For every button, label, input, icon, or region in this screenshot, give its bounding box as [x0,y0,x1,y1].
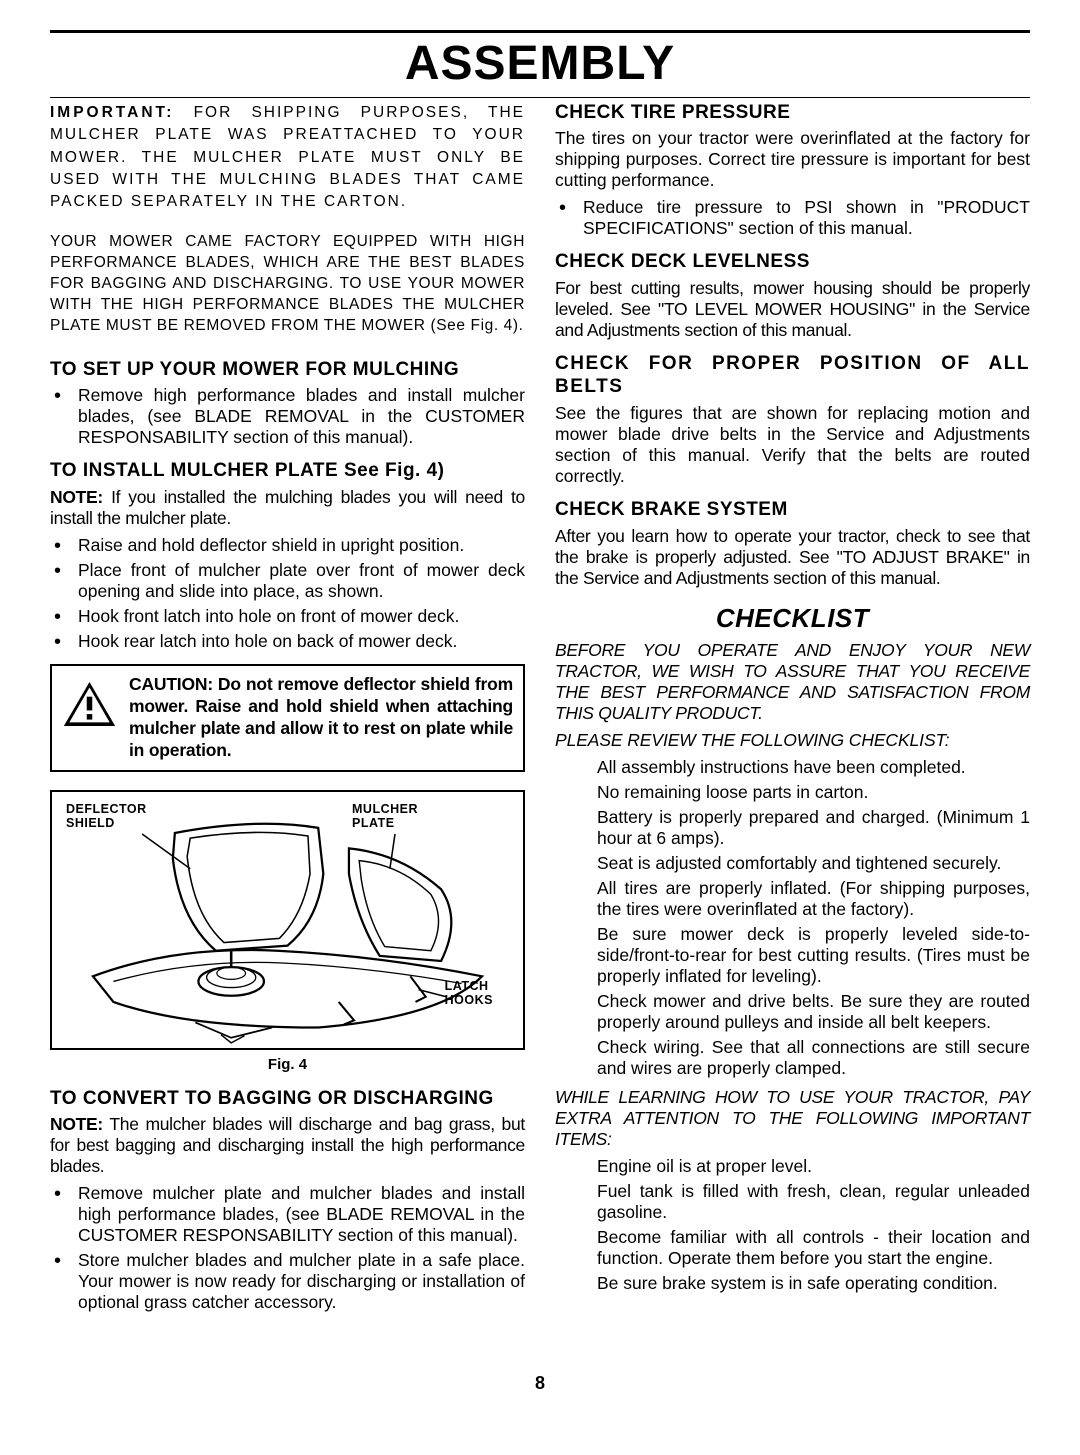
important-block: IMPORTANT: FOR SHIPPING PURPOSES, THE MU… [50,102,525,214]
belts-heading: CHECK FOR PROPER POSITION OF ALL BELTS [555,353,1030,399]
convert-heading: TO CONVERT TO BAGGING OR DISCHARGING [50,1088,525,1111]
checklist-review: PLEASE REVIEW THE FOLLOWING CHECKLIST: [555,730,1030,751]
list-item: Be sure mower deck is properly leveled s… [597,924,1030,987]
checklist-2: Engine oil is at proper level. Fuel tank… [555,1156,1030,1294]
list-item: Check mower and drive belts. Be sure the… [597,991,1030,1033]
belts-text: See the figures that are shown for repla… [555,403,1030,487]
brake-heading: CHECK BRAKE SYSTEM [555,499,1030,522]
list-item: Battery is properly prepared and charged… [597,807,1030,849]
page-number: 8 [50,1373,1030,1395]
install-list: Raise and hold deflector shield in uprig… [50,535,525,652]
setup-heading: TO SET UP YOUR MOWER FOR MULCHING [50,359,525,382]
info-block: YOUR MOWER CAME FACTORY EQUIPPED WITH HI… [50,232,525,337]
setup-list: Remove high performance blades and insta… [50,385,525,448]
deck-heading: CHECK DECK LEVELNESS [555,251,1030,274]
note-lead: NOTE: [50,487,103,507]
caution-box: CAUTION: Do not remove deflector shield … [50,664,525,772]
list-item: No remaining loose parts in carton. [597,782,1030,803]
list-item: Remove high performance blades and insta… [78,385,525,448]
figure-box: DEFLECTORSHIELD MULCHERPLATE LATCHHOOKS [50,790,525,1050]
list-item: Hook rear latch into hole on back of mow… [78,631,525,652]
convert-list: Remove mulcher plate and mulcher blades … [50,1183,525,1313]
right-column: CHECK TIRE PRESSURE The tires on your tr… [555,102,1030,1324]
list-item: Become familiar with all controls - thei… [597,1227,1030,1269]
list-item: Remove mulcher plate and mulcher blades … [78,1183,525,1246]
list-item: All assembly instructions have been comp… [597,757,1030,778]
brake-text: After you learn how to operate your trac… [555,526,1030,589]
note-text: If you installed the mulching blades you… [50,487,525,528]
install-heading: TO INSTALL MULCHER PLATE See Fig. 4) [50,460,525,483]
list-item: Fuel tank is filled with fresh, clean, r… [597,1181,1030,1223]
convert-note: NOTE: The mulcher blades will discharge … [50,1114,525,1177]
important-lead: IMPORTANT: [50,104,174,121]
tire-text: The tires on your tractor were overinfla… [555,128,1030,191]
list-item: Be sure brake system is in safe operatin… [597,1273,1030,1294]
page-title: ASSEMBLY [50,35,1030,93]
checklist-intro: BEFORE YOU OPERATE AND ENJOY YOUR NEW TR… [555,640,1030,724]
list-item: Raise and hold deflector shield in uprig… [78,535,525,556]
list-item: Seat is adjusted comfortably and tighten… [597,853,1030,874]
figure-caption: Fig. 4 [50,1056,525,1074]
list-item: All tires are properly inflated. (For sh… [597,878,1030,920]
tire-heading: CHECK TIRE PRESSURE [555,102,1030,125]
list-item: Check wiring. See that all connections a… [597,1037,1030,1079]
list-item: Store mulcher blades and mulcher plate i… [78,1250,525,1313]
checklist-learning: WHILE LEARNING HOW TO USE YOUR TRACTOR, … [555,1087,1030,1150]
note-text: The mulcher blades will discharge and ba… [50,1114,525,1176]
note-lead: NOTE: [50,1114,103,1134]
rule-top-thick [50,30,1030,33]
checklist-heading: CHECKLIST [555,603,1030,634]
figure-svg [52,792,523,1048]
list-item: Engine oil is at proper level. [597,1156,1030,1177]
deck-text: For best cutting results, mower housing … [555,278,1030,341]
left-column: IMPORTANT: FOR SHIPPING PURPOSES, THE MU… [50,102,525,1324]
install-note: NOTE: If you installed the mulching blad… [50,487,525,529]
list-item: Hook front latch into hole on front of m… [78,606,525,627]
rule-top-thin [50,97,1030,98]
columns: IMPORTANT: FOR SHIPPING PURPOSES, THE MU… [50,102,1030,1324]
warning-icon [62,680,117,733]
list-item: Place front of mulcher plate over front … [78,560,525,602]
tire-list: Reduce tire pressure to PSI shown in "PR… [555,197,1030,239]
caution-text: CAUTION: Do not remove deflector shield … [129,674,513,762]
list-item: Reduce tire pressure to PSI shown in "PR… [583,197,1030,239]
checklist-1: All assembly instructions have been comp… [555,757,1030,1079]
